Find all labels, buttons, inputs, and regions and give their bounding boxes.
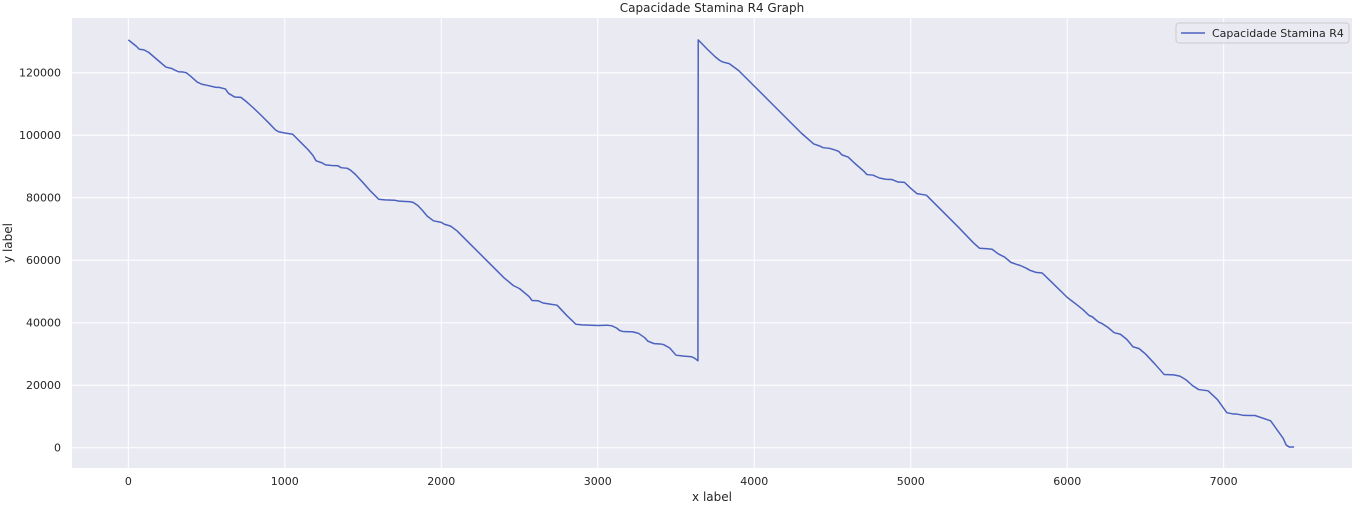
x-tick-label: 3000 [584,475,612,488]
legend-label: Capacidade Stamina R4 [1212,27,1344,40]
x-tick-label: 5000 [897,475,925,488]
series-line-capacidade-stamina-r4 [127,39,1295,448]
legend-box [1175,22,1350,44]
y-axis-label: y label [1,223,15,263]
x-tick-label: 0 [125,475,132,488]
chart-title: Capacidade Stamina R4 Graph [620,1,805,15]
y-tick-label: 60000 [26,254,61,267]
y-tick-label: 80000 [26,192,61,205]
series-layer [127,39,1295,448]
y-tick-label: 100000 [19,129,61,142]
x-axis-label: x label [692,490,732,504]
x-tick-label: 6000 [1053,475,1081,488]
grid-lines [72,18,1352,468]
legend: Capacidade Stamina R4 [1175,22,1350,44]
tick-labels: 0 1000 2000 3000 4000 5000 6000 7000 0 20000 40000… [19,67,1238,488]
y-tick-label: 40000 [26,317,61,330]
y-tick-label: 120000 [19,67,61,80]
y-tick-label: 0 [54,442,61,455]
plot-area [72,18,1352,468]
x-tick-label: 2000 [427,475,455,488]
x-tick-label: 7000 [1210,475,1238,488]
y-tick-label: 20000 [26,379,61,392]
x-tick-label: 4000 [740,475,768,488]
x-tick-label: 1000 [271,475,299,488]
